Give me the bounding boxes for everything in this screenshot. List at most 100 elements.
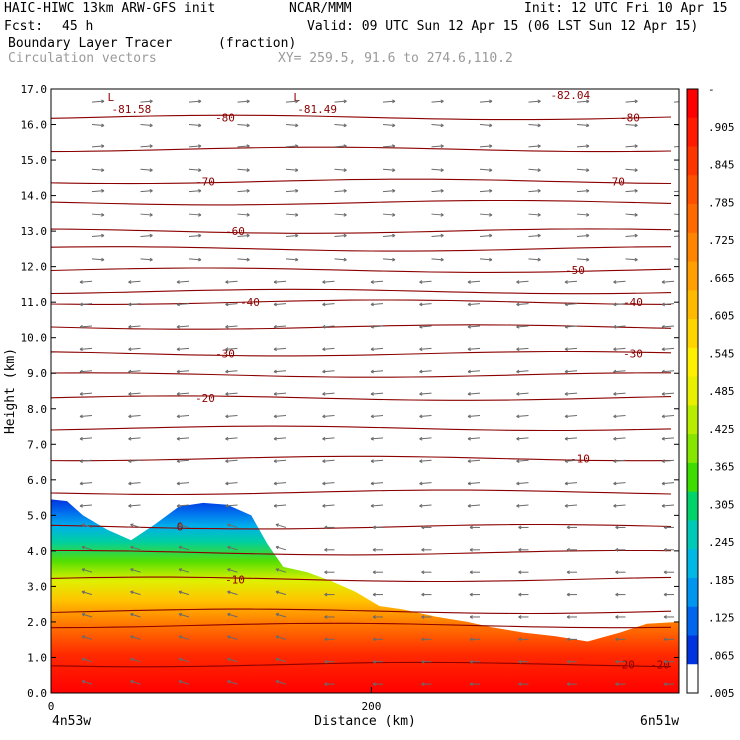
- circulation-vector-head: [661, 436, 665, 441]
- organization: NCAR/MMM: [289, 1, 352, 16]
- circulation-vector: [273, 482, 287, 485]
- circulation-vector: [370, 482, 384, 485]
- circulation-vector-head: [176, 347, 180, 352]
- circulation-vector-head: [79, 481, 83, 486]
- y-tick-label: 11.0: [21, 296, 48, 309]
- circulation-vector-head: [372, 570, 376, 575]
- temperature-contour: [51, 199, 672, 206]
- low-marker: L: [107, 91, 114, 104]
- circulation-vector-head: [440, 233, 444, 238]
- circulation-vector: [79, 482, 93, 485]
- circulation-vector-head: [227, 545, 231, 550]
- circulation-vector: [140, 258, 153, 261]
- colorbar-swatch: [687, 204, 698, 234]
- circulation-vector-head: [79, 392, 83, 396]
- circulation-vector-head: [149, 189, 153, 193]
- circulation-vectors: [79, 99, 686, 686]
- init-time: Init: 12 UTC Fri 10 Apr 15: [524, 1, 728, 16]
- circulation-vector: [613, 325, 626, 328]
- circulation-vector-head: [322, 392, 326, 396]
- circulation-vector: [275, 568, 287, 573]
- circulation-vector: [176, 459, 190, 462]
- circulation-vector: [188, 258, 202, 261]
- circulation-vector-head: [564, 280, 568, 284]
- circulation-vector-head: [516, 414, 520, 419]
- contour-label: -10: [225, 573, 245, 586]
- circulation-vector: [467, 370, 481, 373]
- circulation-vector-head: [324, 525, 328, 530]
- circulation-vector-head: [81, 680, 86, 684]
- circulation-vector-head: [467, 347, 471, 352]
- colorbar-swatch: [687, 89, 698, 119]
- x-end-location: 6n51w: [640, 714, 679, 729]
- circulation-vector: [237, 145, 250, 148]
- circulation-vector: [285, 124, 299, 127]
- circulation-vector-head: [663, 547, 667, 552]
- colorbar-label: .845: [708, 159, 735, 172]
- circulation-vector-head: [663, 659, 667, 664]
- circulation-vector-head: [683, 189, 686, 192]
- circulation-vector: [91, 190, 105, 193]
- circulation-vector-head: [634, 144, 638, 148]
- circulation-vector-head: [615, 659, 619, 664]
- contour-label: -80: [620, 111, 640, 124]
- circulation-vector-head: [613, 481, 617, 486]
- colorbar: - .905 .845 .785 .725 .665 .605 .545 .485 .425 .36…: [686, 83, 735, 700]
- circulation-vector-head: [419, 347, 423, 352]
- circulation-vector-head: [615, 615, 619, 619]
- circulation-vector: [188, 168, 202, 171]
- circulation-vector-head: [634, 189, 638, 193]
- circulation-vector-head: [566, 592, 570, 597]
- circulation-vector-head: [467, 436, 471, 441]
- circulation-vector-head: [566, 525, 570, 530]
- y-tick-label: 4.0: [27, 545, 47, 558]
- circulation-vector: [130, 546, 141, 551]
- circulation-vector: [673, 168, 679, 171]
- circulation-vector-head: [421, 682, 425, 686]
- circulation-vector: [91, 258, 105, 261]
- circulation-vector: [613, 482, 626, 485]
- circulation-vector: [564, 370, 578, 373]
- temperature-contour: [51, 549, 672, 556]
- circulation-vector-head: [275, 657, 280, 662]
- extremum-value: -81.58: [111, 103, 151, 116]
- circulation-vector-head: [564, 481, 568, 486]
- contour-label: -20: [195, 392, 215, 405]
- circulation-vector-head: [101, 168, 105, 172]
- circulation-vector: [91, 168, 105, 171]
- circulation-vector: [81, 546, 93, 551]
- circulation-vector-head: [130, 635, 134, 639]
- circulation-vector: [225, 437, 238, 440]
- circulation-vector: [79, 325, 93, 328]
- colorbar-label: .665: [708, 272, 735, 285]
- circulation-vector: [79, 303, 93, 306]
- circulation-vector-head: [128, 324, 132, 329]
- colorbar-label: .365: [708, 461, 735, 474]
- circulation-vector-head: [613, 392, 617, 396]
- circulation-vector-head: [469, 547, 473, 552]
- colorbar-label: .185: [708, 574, 735, 587]
- circulation-vector-head: [295, 123, 299, 128]
- circulation-vector-head: [130, 590, 134, 595]
- y-tick-label: 17.0: [21, 83, 48, 96]
- circulation-vector-head: [467, 324, 471, 329]
- circulation-vector: [576, 234, 590, 237]
- circulation-vector: [479, 168, 493, 171]
- circulation-vector-head: [101, 233, 105, 238]
- x-start-location: 4n53w: [52, 714, 91, 729]
- valid-time: Valid: 09 UTC Sun 12 Apr 15 (06 LST Sun …: [307, 19, 699, 34]
- circulation-vector-head: [372, 682, 376, 686]
- circulation-vector: [322, 504, 335, 507]
- circulation-vector-head: [586, 233, 590, 238]
- circulation-vector: [322, 437, 335, 440]
- circulation-vector-head: [634, 257, 638, 262]
- circulation-vector-head: [128, 302, 132, 307]
- circulation-vector: [273, 459, 287, 462]
- circulation-vector: [81, 591, 93, 596]
- circulation-vector: [188, 213, 202, 216]
- circulation-vector-head: [615, 637, 619, 642]
- circulation-vector: [225, 392, 238, 395]
- circulation-vector-head: [663, 592, 667, 597]
- circulation-vector: [225, 504, 238, 507]
- circulation-vector-head: [392, 144, 396, 148]
